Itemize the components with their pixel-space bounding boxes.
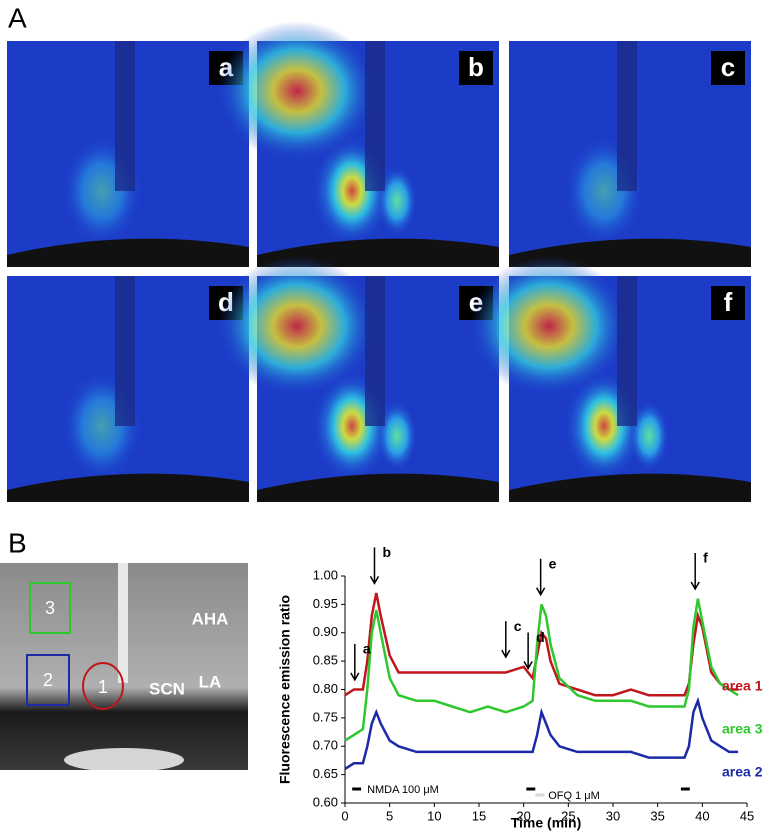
y-tick-label: 0.85 bbox=[313, 653, 338, 668]
y-axis-label: Fluorescence emission ratio bbox=[277, 595, 293, 784]
hotspot bbox=[469, 256, 629, 396]
ventricle bbox=[115, 276, 135, 426]
x-tick-label: 40 bbox=[695, 808, 709, 823]
arrow bbox=[501, 621, 511, 659]
annotation: c bbox=[514, 618, 522, 634]
region-label: 1 bbox=[98, 677, 108, 697]
treatment-label: NMDA 100 μM bbox=[367, 784, 439, 796]
area-label: LA bbox=[199, 672, 222, 691]
area-label: AHA bbox=[192, 609, 229, 628]
x-tick-label: 5 bbox=[386, 808, 393, 823]
hotspot bbox=[377, 166, 417, 236]
y-tick-label: 0.80 bbox=[313, 681, 338, 696]
y-tick-label: 1.00 bbox=[313, 567, 338, 582]
glare bbox=[64, 748, 184, 772]
arrow bbox=[535, 558, 546, 597]
y-tick-label: 0.70 bbox=[313, 738, 338, 753]
image-label: c bbox=[721, 52, 735, 82]
label-box bbox=[711, 286, 745, 320]
label-box bbox=[459, 51, 493, 85]
ventricle bbox=[115, 41, 135, 191]
x-tick-label: 10 bbox=[427, 808, 441, 823]
ventricle bbox=[365, 276, 385, 426]
annotation: d bbox=[536, 629, 545, 645]
chart: 0.60 0.65 0.70 0.75 0.80 0.85 0.90 0.95 1.00 0 5 10… bbox=[277, 544, 763, 831]
arrow bbox=[690, 553, 700, 591]
label-box bbox=[711, 51, 745, 85]
hotspot bbox=[217, 21, 377, 161]
y-tick-label: 0.60 bbox=[313, 794, 338, 809]
legend-label: area 1 bbox=[722, 678, 763, 694]
panel-label: A bbox=[8, 2, 27, 33]
x-tick-label: 0 bbox=[341, 808, 348, 823]
y-tick-label: 0.95 bbox=[313, 596, 338, 611]
annotation: a bbox=[363, 641, 371, 657]
y-tick-label: 0.75 bbox=[313, 709, 338, 724]
ventricle bbox=[617, 276, 637, 426]
region-circle bbox=[82, 662, 124, 710]
edge bbox=[257, 473, 499, 502]
x-tick-label: 25 bbox=[561, 808, 575, 823]
series-line bbox=[344, 598, 739, 742]
region-box bbox=[26, 654, 70, 706]
region-label: 2 bbox=[43, 670, 53, 690]
ventricle bbox=[365, 41, 385, 191]
annotation: e bbox=[549, 555, 557, 571]
x-tick-label: 20 bbox=[516, 808, 530, 823]
hotspot bbox=[629, 401, 669, 471]
y-tick-label: 0.65 bbox=[313, 766, 338, 781]
arrow bbox=[350, 643, 360, 682]
hotspot bbox=[217, 256, 377, 396]
arrow bbox=[369, 547, 380, 585]
region-box bbox=[29, 582, 71, 634]
edge bbox=[509, 473, 751, 502]
annotation: f bbox=[703, 550, 708, 566]
y-tick-label: 0.90 bbox=[313, 624, 338, 639]
edge bbox=[7, 473, 249, 502]
ventricle bbox=[118, 563, 128, 683]
hotspot bbox=[377, 401, 417, 471]
x-axis-label: Time (min) bbox=[511, 815, 582, 831]
x-tick-label: 15 bbox=[472, 808, 486, 823]
edge bbox=[7, 238, 249, 267]
image-label: f bbox=[724, 287, 733, 317]
x-tick-label: 45 bbox=[740, 808, 754, 823]
ventricle bbox=[617, 41, 637, 191]
series-line bbox=[344, 696, 739, 770]
x-tick-label: 35 bbox=[650, 808, 664, 823]
x-tick-label: 30 bbox=[606, 808, 620, 823]
legend-label: area 2 bbox=[722, 764, 763, 780]
panel-label: B bbox=[8, 527, 27, 558]
legend-label: area 3 bbox=[722, 721, 763, 737]
annotation: b bbox=[382, 544, 391, 560]
treatment-label: OFQ 1 μM bbox=[548, 790, 600, 802]
arrow bbox=[523, 632, 533, 670]
image-label: b bbox=[468, 52, 484, 82]
region-label: 3 bbox=[45, 598, 55, 618]
area-label: SCN bbox=[149, 679, 185, 698]
